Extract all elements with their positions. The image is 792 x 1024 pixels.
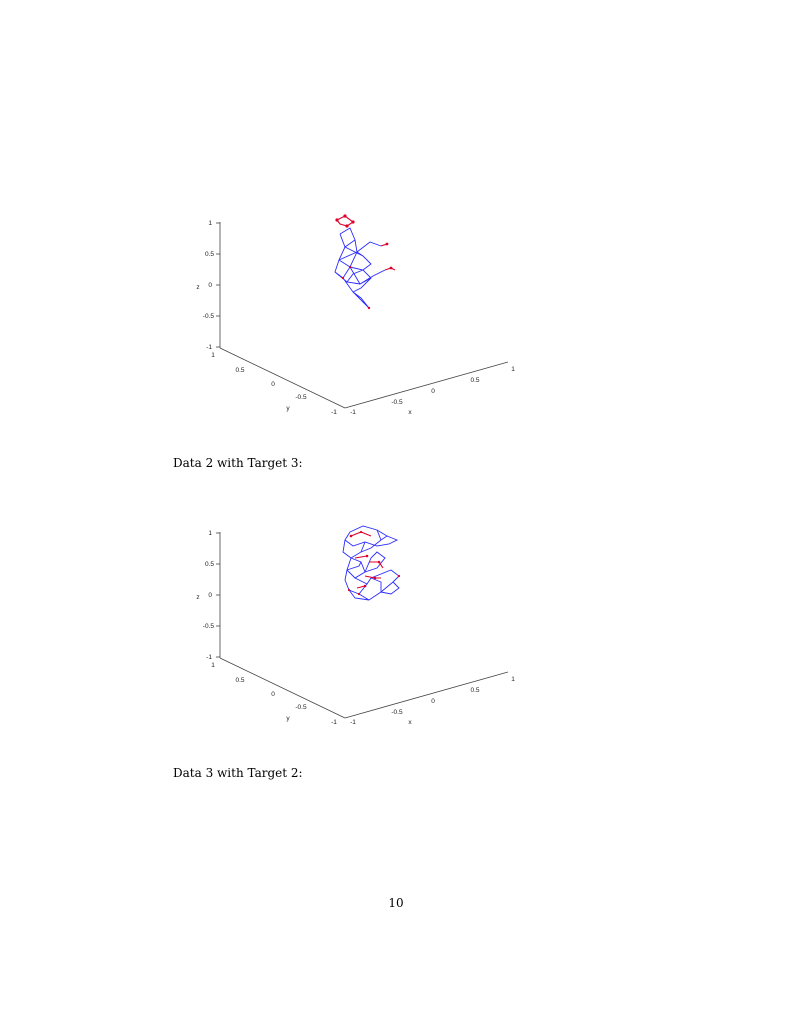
z-tick-label: 0.5 [205, 251, 214, 258]
mesh-wireframe [342, 525, 401, 601]
figure-caption: Data 2 with Target 3: [173, 456, 303, 470]
y-ticks: 1 0.5 0 -0.5 -1 y [211, 662, 337, 726]
x-tick-label: 1 [511, 676, 515, 683]
y-tick-label: -0.5 [295, 394, 307, 401]
y-axis-label: y [286, 405, 290, 412]
x-tick-label: -0.5 [391, 399, 403, 406]
y-tick-label: 1 [211, 352, 215, 359]
z-tick-label: -1 [206, 654, 212, 661]
y-ticks: 1 0.5 0 -0.5 -1 y [211, 352, 337, 416]
z-tick-label: 0.5 [205, 561, 214, 568]
x-axis-label: x [408, 719, 412, 726]
mesh-wireframe [334, 214, 396, 310]
page-number: 10 [388, 896, 404, 910]
x-tick-label: -0.5 [391, 709, 403, 716]
y-axis-label: y [286, 715, 290, 722]
z-tick-label: -0.5 [203, 623, 215, 630]
y-tick-label: -0.5 [295, 704, 307, 711]
y-axis-line [219, 657, 346, 719]
z-tick-label: 0 [208, 592, 212, 599]
x-axis-line [344, 671, 509, 719]
y-tick-label: 0 [271, 691, 275, 698]
x-tick-label: 0.5 [470, 687, 479, 694]
figure-3d-plot-2: 1 0.5 0 -0.5 -1 z 1 0.5 0 -0.5 -1 y -1 -… [185, 522, 525, 742]
y-tick-label: 0 [271, 381, 275, 388]
z-tick-label: -0.5 [203, 313, 215, 320]
z-tick-label: 0 [208, 282, 212, 289]
x-tick-label: -1 [350, 719, 356, 726]
plot-1-svg: 1 0.5 0 -0.5 -1 z 1 0.5 0 -0.5 -1 y -1 -… [196, 214, 515, 416]
z-ticks: 1 0.5 0 -0.5 -1 z [196, 530, 220, 661]
z-tick-label: 1 [208, 220, 212, 227]
figure-3d-plot-1: 1 0.5 0 -0.5 -1 z 1 0.5 0 -0.5 -1 y -1 -… [185, 212, 525, 432]
x-ticks: -1 -0.5 0 0.5 1 x [350, 366, 515, 416]
y-axis-line [219, 347, 346, 409]
z-ticks: 1 0.5 0 -0.5 -1 z [196, 220, 220, 351]
y-tick-label: 0.5 [235, 367, 244, 374]
y-tick-label: -1 [331, 409, 337, 416]
y-tick-label: -1 [331, 719, 337, 726]
x-tick-label: 1 [511, 366, 515, 373]
plot-2-svg: 1 0.5 0 -0.5 -1 z 1 0.5 0 -0.5 -1 y -1 -… [196, 525, 515, 726]
x-ticks: -1 -0.5 0 0.5 1 x [350, 676, 515, 726]
z-axis-label: z [196, 284, 199, 291]
x-axis-label: x [408, 409, 412, 416]
x-axis-line [344, 361, 509, 409]
z-tick-label: 1 [208, 530, 212, 537]
x-tick-label: 0.5 [470, 377, 479, 384]
figure-caption: Data 3 with Target 2: [173, 766, 303, 780]
x-tick-label: -1 [350, 409, 356, 416]
x-tick-label: 0 [431, 698, 435, 705]
z-tick-label: -1 [206, 344, 212, 351]
y-tick-label: 0.5 [235, 677, 244, 684]
z-axis-label: z [196, 594, 199, 601]
y-tick-label: 1 [211, 662, 215, 669]
x-tick-label: 0 [431, 388, 435, 395]
